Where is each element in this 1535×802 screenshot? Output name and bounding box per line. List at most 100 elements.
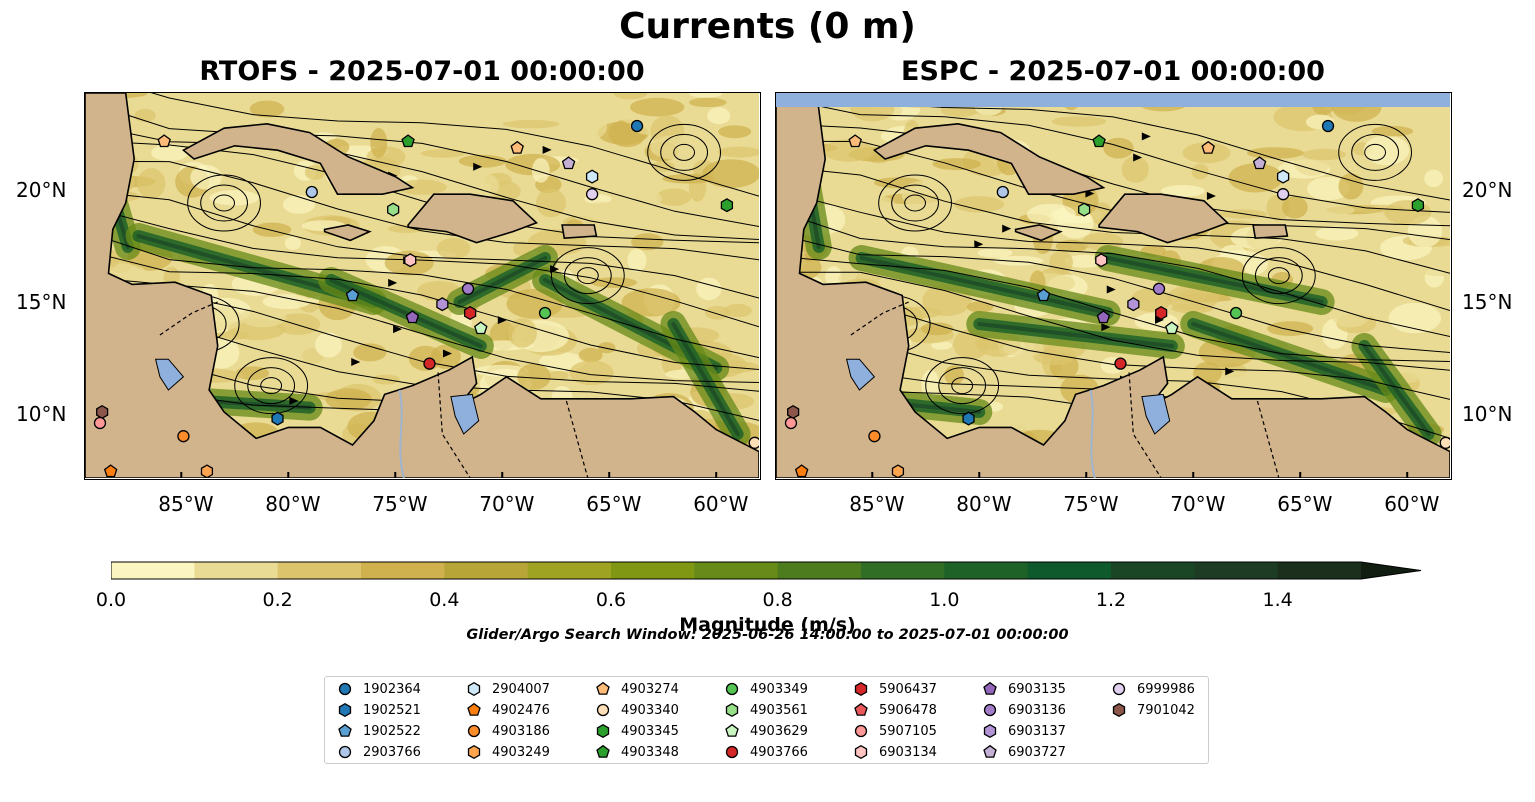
- espc-no-data-band: [776, 93, 1450, 107]
- land-puerto: [561, 224, 598, 240]
- float-marker-1902364: [1321, 119, 1335, 133]
- colorbar-segment: [694, 562, 779, 579]
- lake: [1141, 393, 1171, 435]
- colorbar-segment: [611, 562, 695, 579]
- legend-item: 5907105: [853, 722, 937, 740]
- legend-marker: [596, 744, 610, 758]
- colorbar-tick-label: 0.6: [595, 589, 627, 611]
- legend-marker: [983, 744, 997, 758]
- land-cuba: [181, 122, 415, 195]
- eddy: [576, 267, 599, 285]
- colorbar-outline: [111, 561, 1422, 580]
- colorbar-tick-label: 0.8: [762, 589, 793, 611]
- eddy: [925, 357, 1000, 415]
- lon-tick-label: 80°W: [956, 492, 1012, 516]
- float-marker-4903561: [1078, 202, 1091, 217]
- float-marker-7901042: [787, 404, 800, 420]
- legend-label: 4903629: [750, 723, 808, 739]
- colorbar-tick-label: 0.4: [429, 589, 460, 611]
- float-marker-5906437: [1155, 305, 1168, 321]
- legend-symbol: [338, 702, 352, 718]
- colorbar-label: Magnitude (m/s): [679, 614, 856, 636]
- legend-label: 5907105: [879, 723, 937, 739]
- legend-label: 5906478: [879, 702, 937, 718]
- legend-item: 7901042: [1111, 701, 1195, 719]
- lon-tick-label: 60°W: [1384, 492, 1440, 516]
- legend-symbol: [854, 744, 868, 760]
- legend-symbol: [1112, 702, 1126, 718]
- legend-symbol: [983, 744, 997, 758]
- eddy: [550, 247, 625, 305]
- land-jamaica: [1014, 224, 1063, 242]
- legend-label: 7901042: [1137, 702, 1195, 718]
- legend-marker: [983, 681, 997, 695]
- lat-tick-left-20: 20°N: [16, 178, 67, 202]
- legend-item: 6903136: [982, 701, 1066, 719]
- land-hispaniola: [407, 193, 538, 244]
- legend-label: 4903345: [621, 723, 679, 739]
- flow-arrow: [1002, 224, 1012, 233]
- legend-marker: [725, 723, 739, 737]
- float-marker-6903135: [1096, 310, 1111, 324]
- legend-symbol: [467, 702, 481, 716]
- colorbar-tick-label: 0.2: [262, 589, 293, 611]
- legend-item: 1902521: [337, 701, 421, 719]
- legend-label: 4903249: [492, 744, 550, 760]
- legend-label: 5906437: [879, 681, 937, 697]
- legend-marker: [338, 745, 352, 759]
- eddy: [1364, 143, 1387, 161]
- legend-symbol: [467, 744, 481, 760]
- legend-item: 6903137: [982, 722, 1066, 740]
- legend-item: 4902476: [466, 701, 550, 719]
- river: [1089, 389, 1096, 478]
- border: [159, 301, 589, 478]
- eddy: [1351, 133, 1400, 171]
- legend-label: 6903137: [1008, 723, 1066, 739]
- float-marker-4903349: [538, 306, 552, 320]
- colorbar-segment: [361, 562, 445, 579]
- eddy: [1338, 123, 1413, 181]
- flow-arrow: [497, 316, 507, 325]
- colorbar-segment: [1277, 562, 1362, 579]
- legend-item: 5906478: [853, 701, 937, 719]
- colorbar-extend-arrow: [1361, 562, 1421, 579]
- lon-tick-label: 80°W: [265, 492, 321, 516]
- eddy: [1267, 267, 1290, 285]
- map-panel-espc[interactable]: [775, 92, 1452, 480]
- legend-symbol: [725, 723, 739, 737]
- float-marker-1902521: [962, 411, 975, 426]
- map-panel-rtofs[interactable]: [84, 92, 761, 480]
- colorbar-segment: [1194, 562, 1279, 579]
- colorbar-segment: [861, 562, 945, 579]
- legend-symbol: [596, 723, 610, 739]
- float-marker-6903137: [436, 297, 449, 312]
- legend-label: 1902521: [363, 702, 421, 718]
- lon-tick-label: 75°W: [1063, 492, 1119, 516]
- flow-arrow: [1206, 192, 1216, 201]
- lon-tick-label: 75°W: [372, 492, 428, 516]
- flow-arrow: [1133, 153, 1143, 162]
- float-marker-2903766: [996, 185, 1009, 199]
- float-marker-4903348: [1092, 134, 1106, 148]
- flow-arrow: [1106, 285, 1116, 294]
- eddy: [660, 133, 709, 171]
- legend-item: 1902364: [337, 680, 421, 698]
- legend-label: 6903136: [1008, 702, 1066, 718]
- legend-marker: [725, 682, 739, 696]
- flow-arrow: [542, 145, 552, 154]
- river: [398, 389, 405, 478]
- lon-tick-label: 65°W: [586, 492, 642, 516]
- lon-tick-label: 65°W: [1277, 492, 1333, 516]
- legend-label: 4902476: [492, 702, 550, 718]
- eddy: [563, 257, 612, 295]
- legend-symbol: [467, 681, 481, 697]
- float-marker-1902522: [345, 288, 360, 302]
- legend-marker: [596, 681, 610, 695]
- legend-marker: [1112, 682, 1126, 696]
- legend-item: 2903766: [337, 743, 421, 761]
- colorbar-segment: [777, 562, 862, 579]
- colorbar-tick-label: 1.0: [929, 589, 960, 611]
- float-marker-6999986: [585, 188, 599, 201]
- flow-arrow: [351, 357, 361, 366]
- legend-marker: [854, 724, 868, 738]
